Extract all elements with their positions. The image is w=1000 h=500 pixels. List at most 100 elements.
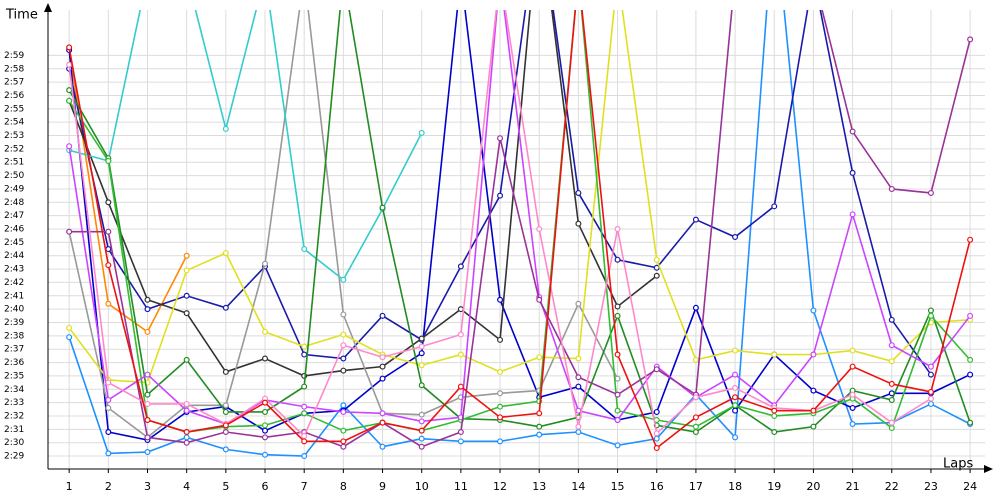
data-point bbox=[418, 129, 425, 136]
data-point bbox=[301, 438, 308, 445]
series-line bbox=[68, 10, 971, 384]
x-tick-label: 5 bbox=[222, 480, 229, 493]
data-point bbox=[614, 391, 621, 398]
data-point bbox=[888, 425, 895, 432]
data-point bbox=[497, 192, 504, 199]
y-axis-label: Time bbox=[5, 8, 38, 23]
data-point bbox=[144, 328, 151, 335]
data-point bbox=[301, 410, 308, 417]
y-tick-label: 2:40 bbox=[4, 305, 24, 315]
data-point bbox=[653, 408, 660, 415]
data-point bbox=[497, 296, 504, 303]
x-tick-label: 24 bbox=[963, 480, 977, 493]
data-point bbox=[418, 411, 425, 418]
grid bbox=[48, 10, 985, 469]
data-point bbox=[536, 226, 543, 233]
data-point bbox=[379, 312, 386, 319]
data-point bbox=[262, 355, 269, 362]
data-point bbox=[183, 434, 190, 441]
data-point bbox=[183, 252, 190, 259]
data-point bbox=[810, 423, 817, 430]
x-tick-label: 11 bbox=[454, 480, 468, 493]
data-point bbox=[144, 434, 151, 441]
data-point bbox=[340, 311, 347, 318]
data-point bbox=[457, 306, 464, 313]
y-tick-label: 2:30 bbox=[4, 438, 24, 448]
data-point bbox=[262, 451, 269, 458]
data-point bbox=[497, 438, 504, 445]
x-tick-label: 16 bbox=[650, 480, 664, 493]
data-point bbox=[418, 343, 425, 350]
data-point bbox=[66, 324, 73, 331]
data-point bbox=[457, 331, 464, 338]
y-tick-label: 2:38 bbox=[4, 331, 24, 341]
y-tick-label: 2:54 bbox=[4, 118, 24, 128]
data-point bbox=[418, 382, 425, 389]
data-point bbox=[692, 216, 699, 223]
data-point bbox=[301, 403, 308, 410]
y-tick-label: 2:53 bbox=[4, 131, 24, 141]
data-point bbox=[105, 429, 112, 436]
data-point bbox=[418, 427, 425, 434]
data-point bbox=[771, 203, 778, 210]
data-point bbox=[888, 380, 895, 387]
data-point bbox=[692, 304, 699, 311]
data-point bbox=[653, 256, 660, 263]
data-point bbox=[222, 446, 229, 453]
data-point bbox=[457, 351, 464, 358]
data-point bbox=[340, 438, 347, 445]
data-point bbox=[536, 354, 543, 361]
data-point bbox=[379, 204, 386, 211]
data-point bbox=[222, 304, 229, 311]
series-line bbox=[68, 10, 971, 433]
data-point bbox=[105, 404, 112, 411]
data-point bbox=[262, 399, 269, 406]
data-point bbox=[888, 185, 895, 192]
data-point bbox=[888, 316, 895, 323]
x-tick-label: 21 bbox=[846, 480, 860, 493]
y-tick-label: 2:55 bbox=[4, 104, 24, 114]
data-point bbox=[66, 61, 73, 68]
data-point bbox=[692, 429, 699, 436]
data-point bbox=[105, 450, 112, 457]
data-point bbox=[222, 368, 229, 375]
data-point bbox=[418, 350, 425, 357]
data-point bbox=[183, 356, 190, 363]
y-tick-label: 2:43 bbox=[4, 265, 24, 275]
data-point bbox=[66, 334, 73, 341]
data-point bbox=[340, 427, 347, 434]
data-point bbox=[849, 347, 856, 354]
data-point bbox=[575, 300, 582, 307]
data-point bbox=[614, 256, 621, 263]
data-point bbox=[418, 335, 425, 342]
data-point bbox=[849, 128, 856, 135]
data-point bbox=[66, 143, 73, 150]
data-point bbox=[653, 435, 660, 442]
data-point bbox=[536, 423, 543, 430]
y-tick-label: 2:50 bbox=[4, 171, 24, 181]
data-point bbox=[614, 442, 621, 449]
data-point bbox=[144, 416, 151, 423]
data-point bbox=[575, 374, 582, 381]
data-point bbox=[536, 431, 543, 438]
data-point bbox=[967, 236, 974, 243]
data-point bbox=[732, 347, 739, 354]
data-point bbox=[497, 403, 504, 410]
data-point bbox=[340, 342, 347, 349]
data-point bbox=[927, 363, 934, 370]
data-point bbox=[771, 429, 778, 436]
data-point bbox=[66, 87, 73, 94]
y-tick-label: 2:47 bbox=[4, 211, 24, 221]
data-point bbox=[144, 296, 151, 303]
data-point bbox=[222, 408, 229, 415]
y-tick-label: 2:58 bbox=[4, 64, 24, 74]
y-tick-label: 2:41 bbox=[4, 291, 24, 301]
x-tick-label: 10 bbox=[415, 480, 429, 493]
data-point bbox=[105, 262, 112, 269]
y-tick-label: 2:51 bbox=[4, 158, 24, 168]
data-point bbox=[418, 362, 425, 369]
x-tick-label: 1 bbox=[66, 480, 73, 493]
data-point bbox=[888, 396, 895, 403]
x-tick-label: 14 bbox=[571, 480, 585, 493]
